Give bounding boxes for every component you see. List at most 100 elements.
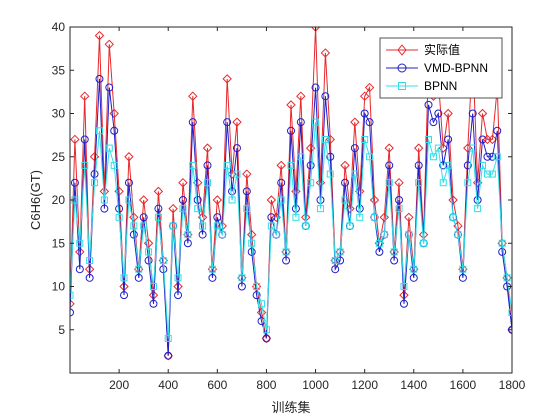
data-point-bpnn [483,170,491,178]
legend-marker-actual [397,44,407,56]
data-point-bpnn [233,170,241,178]
x-tick-label: 400 [158,378,178,392]
data-point-bpnn [287,161,295,169]
legend-entry-bpnn: BPNN [386,79,457,93]
data-point-vmd-bpnn [282,256,291,265]
data-point-actual [413,143,424,153]
data-point-actual [320,48,331,58]
data-point-bpnn [272,231,280,239]
data-point-bpnn [366,153,374,161]
data-point-vmd-bpnn [483,152,492,161]
data-point-actual [232,117,242,127]
data-point-vmd-bpnn [237,282,246,291]
x-tick-label: 1400 [400,378,427,392]
data-point-actual [364,82,375,93]
data-point-vmd-bpnn [463,161,472,170]
data-point-actual [276,160,286,171]
data-point-bpnn [459,265,467,273]
data-point-bpnn [439,179,447,187]
data-point-bpnn [194,205,202,213]
y-tick-label: 5 [58,323,65,337]
data-point-vmd-bpnn [375,247,384,256]
data-point-vmd-bpnn [434,109,443,118]
data-point-bpnn [434,144,442,152]
data-point-actual [448,195,458,205]
data-point-bpnn [331,257,339,265]
data-point-vmd-bpnn [277,178,286,187]
data-point-actual [404,212,414,223]
x-tick-label: 1800 [499,378,526,392]
data-point-actual [188,91,198,101]
series-line-bpnn [70,122,512,339]
data-point-bpnn [135,265,143,273]
data-point-vmd-bpnn [242,187,251,196]
data-point-bpnn [498,239,506,247]
data-point-bpnn [115,213,123,221]
data-point-vmd-bpnn [178,196,187,204]
data-point-actual [124,152,134,162]
data-point-actual [247,229,257,240]
data-point-vmd-bpnn [105,83,114,92]
data-point-vmd-bpnn [183,239,192,248]
data-point-actual [242,169,252,179]
data-point-vmd-bpnn [498,247,507,256]
data-point-vmd-bpnn [213,213,222,222]
data-point-actual [94,30,105,41]
data-point-bpnn [415,179,423,187]
data-point-bpnn [218,231,226,239]
data-point-actual [340,160,350,171]
legend-marker-bpnn [398,82,406,90]
y-tick-label: 15 [52,236,66,250]
data-point-bpnn [316,205,324,213]
data-point-vmd-bpnn [306,161,315,170]
data-point-bpnn [140,222,148,230]
data-point-actual [507,325,512,335]
data-point-vmd-bpnn [287,126,295,135]
data-point-vmd-bpnn [124,178,133,187]
legend-marker-vmd-bpnn [397,63,407,73]
data-point-vmd-bpnn [395,196,404,204]
data-point-vmd-bpnn [365,118,374,127]
data-point-bpnn [267,222,275,230]
data-point-vmd-bpnn [223,118,232,127]
data-point-bpnn [474,205,482,213]
data-point-bpnn [208,265,216,273]
data-point-vmd-bpnn [311,83,320,92]
data-point-vmd-bpnn [409,273,418,282]
data-point-bpnn [326,170,334,178]
data-point-bpnn [262,326,270,334]
data-point-vmd-bpnn [444,135,453,144]
data-point-vmd-bpnn [267,213,276,222]
data-point-vmd-bpnn [493,126,502,135]
data-point-vmd-bpnn [144,256,153,265]
data-point-vmd-bpnn [70,178,79,187]
data-point-bpnn [110,161,118,169]
legend-entry-vmd-bpnn: VMD-BPNN [386,61,488,75]
data-point-vmd-bpnn [100,204,109,213]
data-point-actual [80,91,90,101]
data-point-bpnn [76,239,84,247]
data-point-bpnn [145,248,153,256]
data-point-vmd-bpnn [149,299,158,308]
data-point-bpnn [100,196,108,204]
data-point-bpnn [199,222,207,230]
data-point-vmd-bpnn [468,109,477,118]
data-point-bpnn [361,135,369,143]
data-point-bpnn [130,222,138,230]
data-point-actual [477,108,488,119]
data-point-bpnn [493,153,501,161]
data-point-vmd-bpnn [208,273,217,282]
data-point-bpnn [179,205,187,213]
data-point-vmd-bpnn [331,265,340,274]
data-point-bpnn [213,222,221,230]
data-point-bpnn [282,248,290,256]
data-point-actual [325,134,335,145]
data-point-bpnn [425,135,433,143]
data-point-bpnn [429,153,437,161]
data-point-bpnn [292,213,300,221]
data-point-actual [109,108,119,119]
data-point-vmd-bpnn [429,118,438,127]
data-point-vmd-bpnn [390,256,399,265]
data-point-actual [463,143,473,153]
data-point-bpnn [243,205,251,213]
